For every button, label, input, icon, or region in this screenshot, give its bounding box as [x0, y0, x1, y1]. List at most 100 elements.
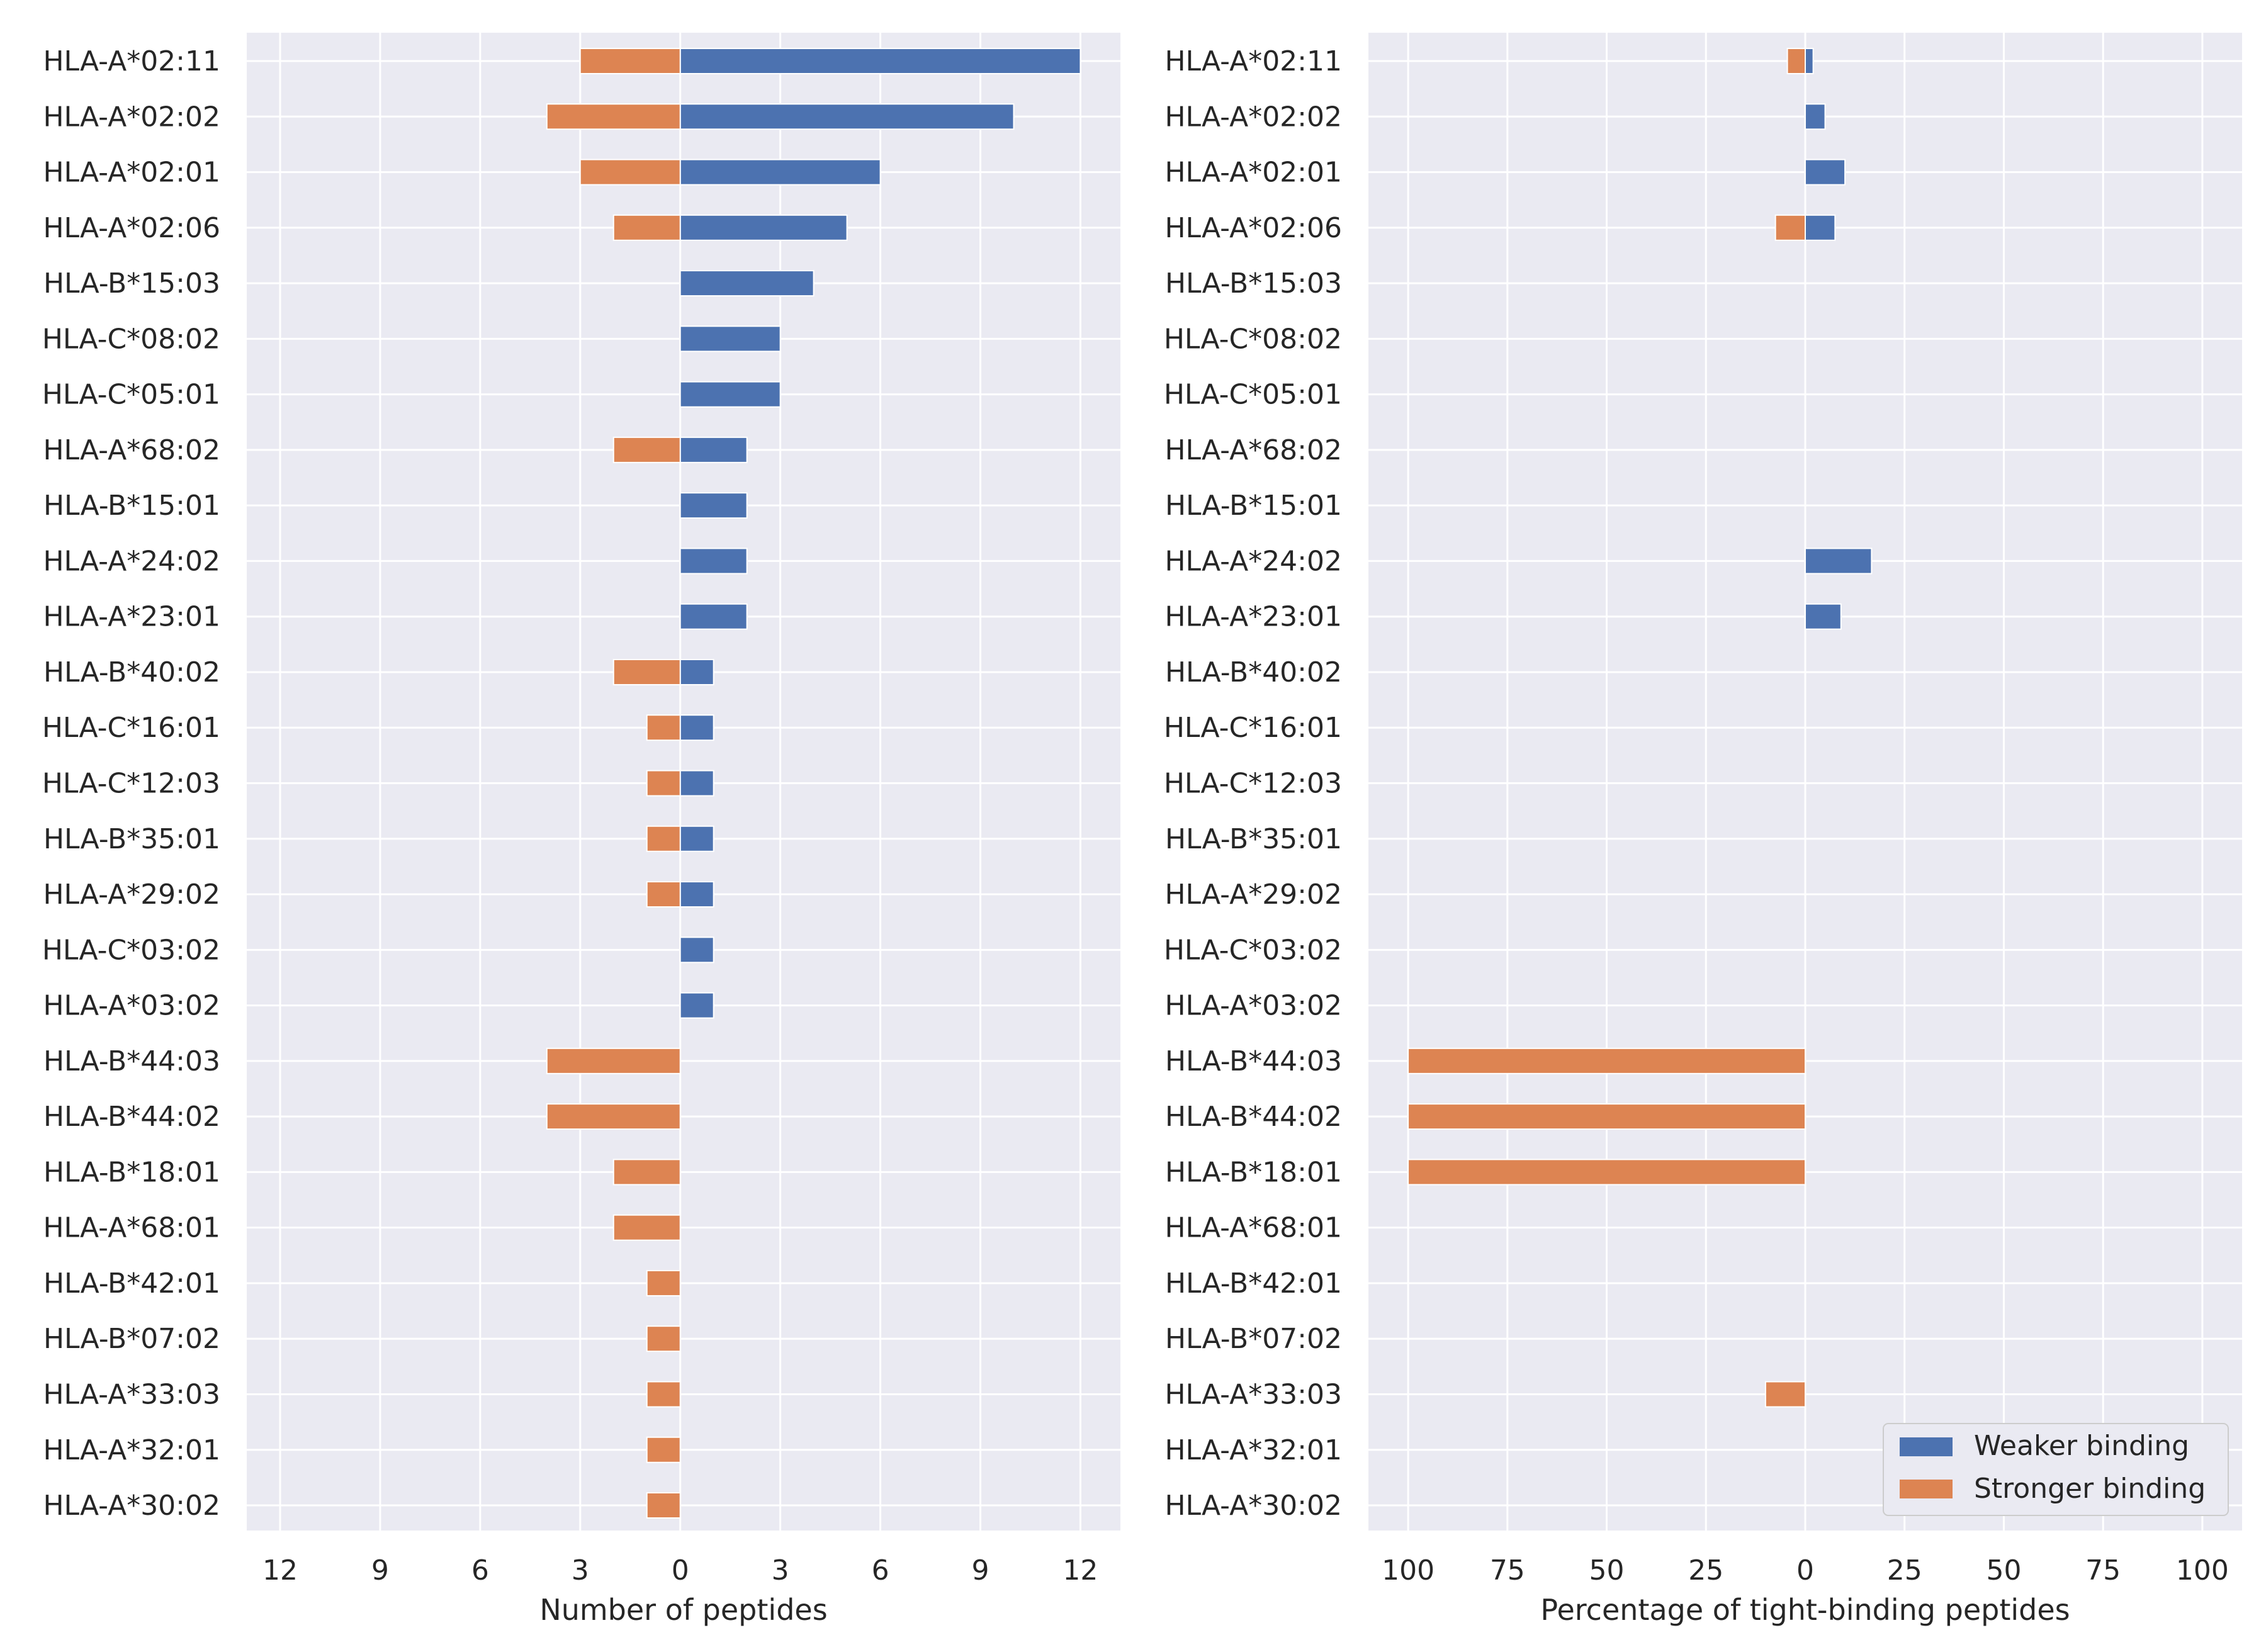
- y-tick-label: HLA-A*23:01: [43, 601, 220, 633]
- bar-weaker-binding: [679, 658, 714, 685]
- y-tick-label: HLA-C*16:01: [1164, 712, 1342, 744]
- y-tick-label: HLA-B*44:03: [43, 1045, 220, 1077]
- x-tick-label: 50: [1986, 1554, 2021, 1587]
- y-tick-label: HLA-C*03:02: [1164, 934, 1342, 966]
- y-tick-label: HLA-B*44:02: [1165, 1101, 1342, 1133]
- y-tick-label: HLA-B*07:02: [43, 1323, 220, 1355]
- y-tick-label: HLA-C*08:02: [1164, 323, 1342, 355]
- y-tick-label: HLA-A*23:01: [1164, 601, 1342, 633]
- bar-stronger-binding: [646, 714, 681, 741]
- x-tick-label: 6: [872, 1554, 889, 1587]
- y-tick-label: HLA-A*68:02: [1164, 434, 1342, 466]
- y-tick-label: HLA-A*32:01: [1164, 1434, 1342, 1466]
- x-tick-label: 9: [371, 1554, 389, 1587]
- bar-stronger-binding: [646, 1492, 681, 1519]
- bar-stronger-binding: [612, 658, 681, 685]
- y-tick-label: HLA-A*24:02: [1164, 545, 1342, 577]
- bar-stronger-binding: [579, 159, 681, 186]
- y-tick-label: HLA-B*42:01: [43, 1267, 220, 1300]
- x-tick-label: 75: [2085, 1554, 2121, 1587]
- y-tick-label: HLA-A*02:01: [43, 157, 220, 189]
- bar-stronger-binding: [646, 1269, 681, 1296]
- x-tick-label: 3: [772, 1554, 789, 1587]
- y-tick-label: HLA-A*03:02: [43, 990, 220, 1022]
- y-tick-label: HLA-B*44:03: [1165, 1045, 1342, 1077]
- bar-weaker-binding: [1805, 48, 1814, 74]
- y-tick-label: HLA-A*33:03: [1164, 1378, 1342, 1410]
- y-tick-label: HLA-B*15:01: [43, 490, 220, 522]
- x-tick-label: 50: [1589, 1554, 1625, 1587]
- bar-stronger-binding: [612, 436, 681, 463]
- bar-stronger-binding: [612, 214, 681, 241]
- x-axis-label: Percentage of tight-binding peptides: [1540, 1593, 2070, 1627]
- legend-frame: [1883, 1423, 2229, 1516]
- x-tick-label: 12: [1063, 1554, 1098, 1587]
- right-panel-percentage-chart: 100 75 50 25 0 25 50 75 100 HLA-A*02:11 HLA-A*02:0…: [1164, 33, 2242, 1627]
- bar-weaker-binding: [1805, 103, 1826, 130]
- y-tick-label: HLA-A*02:02: [1164, 101, 1342, 133]
- bar-weaker-binding: [679, 103, 1015, 130]
- bar-stronger-binding: [646, 825, 681, 852]
- y-tick-label: HLA-A*68:02: [43, 434, 220, 466]
- bar-stronger-binding: [546, 103, 681, 130]
- bar-weaker-binding: [679, 548, 748, 575]
- x-axis-label: Number of peptides: [539, 1593, 827, 1627]
- y-tick-label: HLA-C*03:02: [42, 934, 220, 966]
- x-tick-label: 6: [471, 1554, 489, 1587]
- bar-weaker-binding: [679, 436, 748, 463]
- x-tick-label: 9: [971, 1554, 989, 1587]
- x-tick-label: 3: [572, 1554, 589, 1587]
- y-tick-label: HLA-A*02:02: [43, 101, 220, 133]
- legend-swatch-stronger: [1900, 1480, 1953, 1498]
- y-tick-label: HLA-A*68:01: [1164, 1212, 1342, 1244]
- x-tick-label: 100: [2176, 1554, 2229, 1587]
- legend-label-weaker: Weaker binding: [1974, 1430, 2189, 1462]
- y-tick-label: HLA-B*40:02: [43, 656, 220, 688]
- y-tick-label: HLA-A*68:01: [43, 1212, 220, 1244]
- x-tick-label: 0: [1796, 1554, 1814, 1587]
- y-tick-label: HLA-A*32:01: [43, 1434, 220, 1466]
- y-tick-label: HLA-C*16:01: [42, 712, 220, 744]
- bar-stronger-binding: [1774, 214, 1807, 241]
- y-tick-label: HLA-B*18:01: [43, 1156, 220, 1188]
- bar-weaker-binding: [1805, 214, 1836, 241]
- bar-stronger-binding: [546, 1047, 681, 1074]
- bar-stronger-binding: [646, 881, 681, 908]
- bar-weaker-binding: [679, 881, 714, 908]
- bar-weaker-binding: [679, 214, 848, 241]
- y-tick-label: HLA-A*29:02: [1164, 879, 1342, 911]
- bar-weaker-binding: [679, 325, 781, 352]
- bar-weaker-binding: [679, 936, 714, 964]
- y-tick-label: HLA-C*05:01: [42, 379, 220, 411]
- y-tick-label: HLA-C*12:03: [42, 768, 220, 800]
- bar-stronger-binding: [1407, 1047, 1806, 1074]
- y-tick-label: HLA-A*29:02: [43, 879, 220, 911]
- bar-weaker-binding: [679, 770, 714, 797]
- y-tick-label: HLA-B*35:01: [1165, 823, 1342, 855]
- x-tick-label: 12: [262, 1554, 298, 1587]
- y-tick-label: HLA-A*02:01: [1164, 157, 1342, 189]
- legend-swatch-weaker: [1900, 1437, 1953, 1456]
- y-tick-label: HLA-C*05:01: [1164, 379, 1342, 411]
- bar-stronger-binding: [1407, 1103, 1806, 1130]
- y-tick-label: HLA-B*15:01: [1165, 490, 1342, 522]
- y-tick-label: HLA-A*30:02: [1164, 1490, 1342, 1522]
- bar-weaker-binding: [1805, 603, 1842, 630]
- bar-stronger-binding: [612, 1214, 681, 1241]
- bar-stronger-binding: [1407, 1159, 1806, 1186]
- legend: Weaker binding Stronger binding: [1883, 1423, 2229, 1516]
- y-tick-label: HLA-C*08:02: [42, 323, 220, 355]
- bar-weaker-binding: [1805, 159, 1846, 186]
- left-panel-count-chart: 12 9 6 3 0 3 6 9 12 HLA-A*02:11 HLA-A*02:02 HLA-A*0…: [42, 33, 1120, 1627]
- x-tick-label: 75: [1490, 1554, 1525, 1587]
- bar-stronger-binding: [612, 1159, 681, 1186]
- x-tick-label: 0: [672, 1554, 689, 1587]
- y-tick-label: HLA-A*02:06: [1164, 212, 1342, 244]
- y-tick-label: HLA-A*30:02: [43, 1490, 220, 1522]
- bar-weaker-binding: [679, 825, 714, 852]
- x-tick-label: 100: [1382, 1554, 1435, 1587]
- bar-stronger-binding: [646, 1325, 681, 1352]
- y-tick-label: HLA-B*15:03: [43, 267, 220, 300]
- y-tick-label: HLA-B*07:02: [1165, 1323, 1342, 1355]
